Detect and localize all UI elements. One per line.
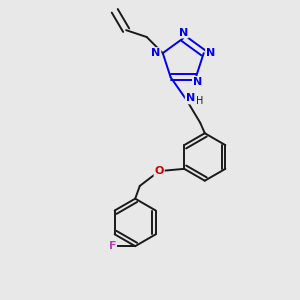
Text: N: N (193, 77, 202, 87)
Text: F: F (109, 241, 116, 251)
Text: H: H (196, 96, 203, 106)
Text: N: N (178, 28, 188, 38)
Text: N: N (206, 48, 215, 58)
Text: N: N (151, 48, 160, 58)
Text: O: O (154, 166, 164, 176)
Text: N: N (186, 93, 195, 103)
